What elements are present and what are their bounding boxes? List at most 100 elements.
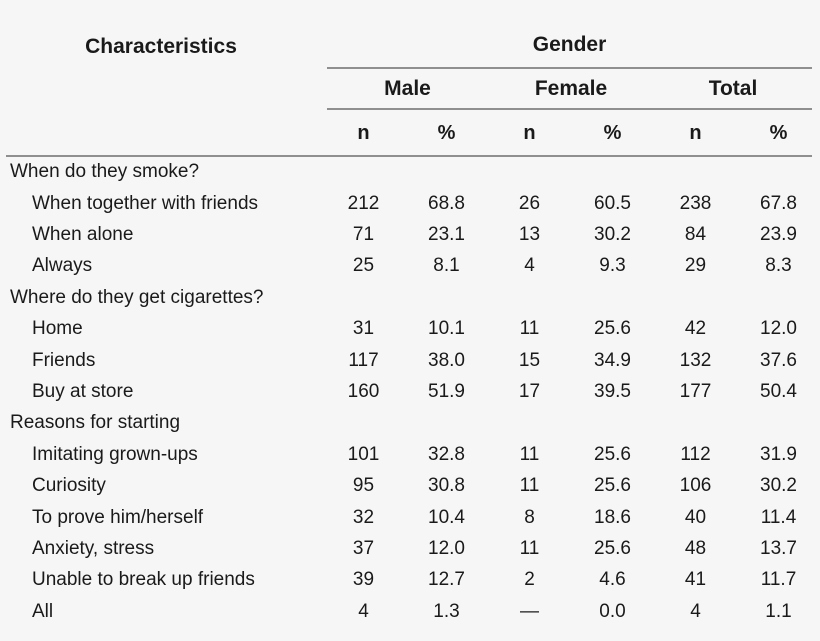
gender-group-header: Gender: [327, 0, 812, 69]
female-n-header: n: [523, 121, 536, 144]
value-cell: 4: [358, 600, 369, 622]
value-cell: 9.3: [599, 255, 626, 277]
value-cell: 17: [518, 380, 541, 402]
value-cell: 26: [518, 192, 541, 214]
section-header: Where do they get cigarettes?: [10, 286, 264, 308]
row-label: When alone: [32, 224, 134, 246]
row-label: Anxiety, stress: [32, 537, 155, 559]
value-cell: 8.3: [765, 255, 792, 277]
row-label: Always: [32, 255, 93, 277]
value-cell: 29: [684, 255, 707, 277]
value-cell: 11: [519, 537, 540, 559]
value-cell: 60.5: [594, 192, 631, 214]
row-label: When together with friends: [32, 192, 259, 214]
value-cell: 40: [684, 506, 707, 528]
value-cell: 25.6: [594, 537, 631, 559]
value-cell: 30.2: [760, 475, 797, 497]
value-cell: 112: [680, 443, 711, 465]
value-cell: 42: [684, 318, 707, 340]
value-cell: 38.0: [428, 349, 465, 371]
value-cell: 1.1: [765, 600, 792, 622]
value-cell: 4.6: [599, 569, 626, 591]
female-percent-header: %: [603, 121, 622, 144]
value-cell: 10.4: [428, 506, 465, 528]
value-cell: 11: [519, 443, 540, 465]
value-cell: 30.2: [594, 224, 631, 246]
section-header: Reasons for starting: [10, 412, 181, 434]
row-label: Friends: [32, 349, 96, 371]
value-cell: 23.9: [760, 224, 797, 246]
header-body-divider: [6, 155, 812, 157]
value-cell: 212: [347, 192, 380, 214]
value-cell: 11.7: [760, 569, 797, 591]
total-percent-header: %: [769, 121, 788, 144]
value-cell: 25.6: [594, 475, 631, 497]
row-label: Imitating grown-ups: [32, 443, 198, 465]
value-cell: 37: [352, 537, 375, 559]
value-cell: 4: [690, 600, 701, 622]
value-cell: 95: [352, 475, 375, 497]
value-cell: 238: [679, 192, 712, 214]
value-cell: 132: [679, 349, 712, 371]
value-cell: 68.8: [428, 192, 465, 214]
value-cell: 106: [679, 475, 712, 497]
value-cell: 11.4: [760, 506, 797, 528]
male-percent-header: %: [437, 121, 456, 144]
row-label: All: [32, 600, 54, 622]
female-column-header: Female: [488, 69, 654, 110]
value-cell: 41: [684, 569, 707, 591]
value-cell: 8.1: [433, 255, 460, 277]
value-cell: 32.8: [428, 443, 465, 465]
value-cell: 51.9: [428, 380, 465, 402]
row-label: Curiosity: [32, 475, 106, 497]
value-cell: 11: [519, 318, 540, 340]
value-cell: 117: [348, 349, 379, 371]
value-cell: 13.7: [760, 537, 797, 559]
value-cell: 23.1: [428, 224, 465, 246]
value-cell: 39: [352, 569, 375, 591]
value-cell: 32: [352, 506, 375, 528]
row-label: Home: [32, 318, 83, 340]
value-cell: 11: [519, 475, 540, 497]
value-cell: 160: [347, 380, 380, 402]
value-cell: 10.1: [428, 318, 465, 340]
value-cell: 15: [518, 349, 541, 371]
value-cell: 31.9: [760, 443, 797, 465]
row-label: Buy at store: [32, 380, 134, 402]
value-cell: 177: [679, 380, 712, 402]
value-cell: 4: [524, 255, 535, 277]
male-column-header: Male: [327, 69, 488, 110]
value-cell: 37.6: [760, 349, 797, 371]
value-cell: 12.7: [428, 569, 465, 591]
value-cell: 34.9: [594, 349, 631, 371]
value-cell: —: [520, 600, 539, 622]
total-column-header: Total: [654, 69, 812, 110]
total-n-header: n: [689, 121, 702, 144]
characteristics-header: Characteristics: [85, 34, 237, 58]
male-n-header: n: [357, 121, 370, 144]
row-label: To prove him/herself: [32, 506, 204, 528]
section-header: When do they smoke?: [10, 161, 200, 183]
value-cell: 13: [518, 224, 541, 246]
value-cell: 25.6: [594, 318, 631, 340]
value-cell: 18.6: [594, 506, 631, 528]
value-cell: 1.3: [433, 600, 460, 622]
value-cell: 101: [347, 443, 380, 465]
value-cell: 25: [352, 255, 375, 277]
value-cell: 39.5: [594, 380, 631, 402]
value-cell: 12.0: [760, 318, 797, 340]
value-cell: 48: [684, 537, 707, 559]
value-cell: 0.0: [599, 600, 626, 622]
value-cell: 12.0: [428, 537, 465, 559]
value-cell: 8: [524, 506, 535, 528]
value-cell: 30.8: [428, 475, 465, 497]
row-label: Unable to break up friends: [32, 569, 255, 591]
value-cell: 67.8: [760, 192, 797, 214]
value-cell: 31: [352, 318, 375, 340]
value-cell: 25.6: [594, 443, 631, 465]
value-cell: 50.4: [760, 380, 797, 402]
value-cell: 2: [524, 569, 535, 591]
value-cell: 71: [352, 224, 375, 246]
value-cell: 84: [684, 224, 707, 246]
